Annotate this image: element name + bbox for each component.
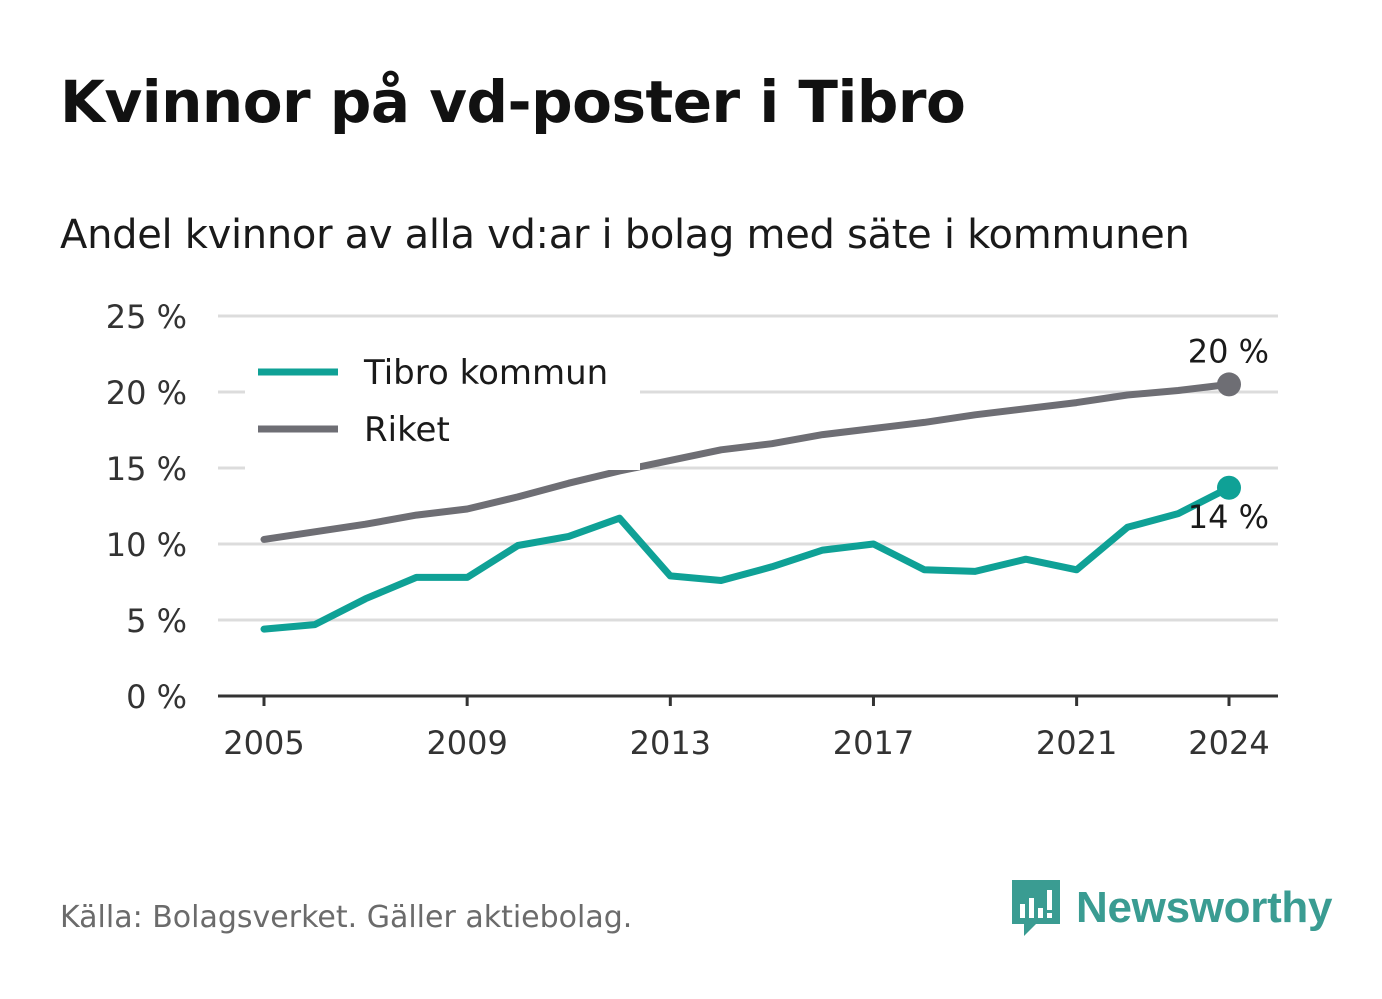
x-tick-label: 2024 xyxy=(1188,724,1269,762)
y-tick-label: 5 % xyxy=(126,602,187,640)
series-line-tibro xyxy=(260,484,1233,633)
y-tick-label: 20 % xyxy=(106,374,187,412)
line-chart: 0 %5 %10 %15 %20 %25 % 2005 2009 2013 2017 2… xyxy=(106,298,1278,762)
newsworthy-logo-icon xyxy=(1012,880,1060,936)
legend-label-riket: Riket xyxy=(364,410,450,450)
source-note: Källa: Bolagsverket. Gäller aktiebolag. xyxy=(60,900,633,935)
y-tick-label: 25 % xyxy=(106,298,187,336)
x-tick-label: 2013 xyxy=(630,724,711,762)
legend-label-tibro: Tibro kommun xyxy=(363,353,608,393)
chart-title: Kvinnor på vd-poster i Tibro xyxy=(60,68,966,136)
end-point-riket xyxy=(1217,372,1241,397)
series-line-riket xyxy=(260,380,1233,543)
y-tick-label: 15 % xyxy=(106,450,187,488)
x-tick-label: 2005 xyxy=(223,724,304,762)
y-tick-label: 0 % xyxy=(126,678,187,716)
series-lines xyxy=(260,380,1233,633)
end-label-riket: 20 % xyxy=(1188,332,1269,370)
y-tick-label: 10 % xyxy=(106,526,187,564)
y-axis-ticks: 0 % 5 % 10 % 15 % 20 % 25 % xyxy=(106,298,187,716)
x-tick-label: 2017 xyxy=(833,724,914,762)
chart-subtitle: Andel kvinnor av alla vd:ar i bolag med … xyxy=(60,212,1190,258)
end-point-tibro xyxy=(1217,475,1241,500)
legend: Tibro kommun Riket xyxy=(245,340,640,470)
brand-name: Newsworthy xyxy=(1076,883,1333,932)
end-label-tibro: 14 % xyxy=(1188,498,1269,536)
x-axis: 2005 2009 2013 2017 2021 2024 xyxy=(218,694,1278,762)
legend-background xyxy=(245,340,640,470)
x-tick-label: 2021 xyxy=(1036,724,1117,762)
brand-logo: Newsworthy xyxy=(1010,878,1332,938)
end-points: 20 % 14 % xyxy=(1188,332,1269,535)
x-tick-label: 2009 xyxy=(426,724,507,762)
